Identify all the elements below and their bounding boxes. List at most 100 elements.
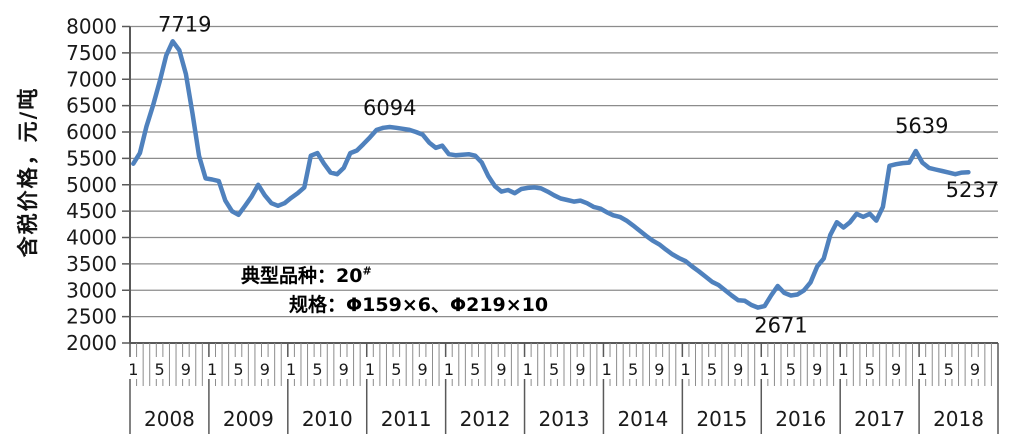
data-label-6094: 6094 xyxy=(363,96,416,120)
month-tick-label: 5 xyxy=(786,360,796,379)
note-specification: 规格：Φ159×6、Φ219×10 xyxy=(289,294,549,316)
month-tick-label: 9 xyxy=(891,360,901,379)
month-label-halo xyxy=(177,357,194,379)
y-tick-label: 7500 xyxy=(66,41,117,65)
year-label: 2012 xyxy=(460,407,511,431)
month-tick-label: 5 xyxy=(549,360,559,379)
month-label-halo xyxy=(546,357,563,379)
month-label-halo xyxy=(309,357,326,379)
y-tick-label: 3000 xyxy=(66,278,117,302)
year-label: 2009 xyxy=(223,407,274,431)
month-label-halo xyxy=(204,357,221,379)
month-tick-label: 1 xyxy=(602,360,612,379)
y-tick-label: 7000 xyxy=(66,67,117,91)
year-label: 2015 xyxy=(696,407,747,431)
month-tick-label: 5 xyxy=(233,360,243,379)
y-tick-label: 2500 xyxy=(66,305,117,329)
year-label: 2013 xyxy=(539,407,590,431)
year-label: 2008 xyxy=(144,407,195,431)
month-label-halo xyxy=(125,357,142,379)
month-label-halo xyxy=(572,357,589,379)
month-tick-label: 9 xyxy=(181,360,191,379)
data-label-5639: 5639 xyxy=(895,114,948,138)
month-label-halo xyxy=(493,357,510,379)
month-tick-label: 1 xyxy=(759,360,769,379)
month-label-halo xyxy=(151,357,168,379)
month-label-halo xyxy=(677,357,694,379)
month-tick-label: 1 xyxy=(365,360,375,379)
month-label-halo xyxy=(756,357,773,379)
year-label: 2016 xyxy=(775,407,826,431)
y-tick-label: 8000 xyxy=(66,15,117,39)
month-tick-label: 9 xyxy=(575,360,585,379)
month-label-halo xyxy=(414,357,431,379)
month-tick-label: 9 xyxy=(418,360,428,379)
month-label-halo xyxy=(256,357,273,379)
month-tick-label: 5 xyxy=(707,360,717,379)
year-label: 2011 xyxy=(381,407,432,431)
y-tick-label: 5000 xyxy=(66,173,117,197)
month-label-halo xyxy=(230,357,247,379)
month-tick-label: 5 xyxy=(312,360,322,379)
month-tick-label: 5 xyxy=(628,360,638,379)
month-label-halo xyxy=(809,357,826,379)
month-tick-label: 1 xyxy=(917,360,927,379)
month-tick-label: 5 xyxy=(865,360,875,379)
month-label-halo xyxy=(940,357,957,379)
note-typical-variety-text: 典型品种：20 xyxy=(241,265,363,287)
month-label-halo xyxy=(440,357,457,379)
month-tick-label: 9 xyxy=(812,360,822,379)
month-tick-label: 1 xyxy=(128,360,138,379)
month-label-halo xyxy=(703,357,720,379)
month-label-halo xyxy=(519,357,536,379)
month-label-halo xyxy=(888,357,905,379)
month-tick-label: 9 xyxy=(733,360,743,379)
data-label-5237: 5237 xyxy=(946,178,999,202)
month-tick-label: 5 xyxy=(944,360,954,379)
year-label: 2017 xyxy=(854,407,905,431)
month-label-halo xyxy=(362,357,379,379)
month-label-halo xyxy=(966,357,983,379)
month-tick-label: 9 xyxy=(496,360,506,379)
y-tick-label: 4500 xyxy=(66,199,117,223)
month-label-halo xyxy=(730,357,747,379)
price-line xyxy=(131,39,971,310)
month-label-halo xyxy=(835,357,852,379)
year-label: 2014 xyxy=(617,407,668,431)
month-label-halo xyxy=(651,357,668,379)
month-tick-label: 1 xyxy=(444,360,454,379)
month-tick-label: 5 xyxy=(391,360,401,379)
y-tick-label: 6500 xyxy=(66,94,117,118)
y-tick-label: 6000 xyxy=(66,120,117,144)
month-label-halo xyxy=(335,357,352,379)
month-tick-label: 5 xyxy=(154,360,164,379)
data-label-7719: 7719 xyxy=(158,12,211,36)
month-tick-label: 1 xyxy=(286,360,296,379)
year-label: 2010 xyxy=(302,407,353,431)
note-typical-variety: 典型品种：20# xyxy=(241,261,372,288)
month-label-halo xyxy=(625,357,642,379)
month-tick-label: 9 xyxy=(260,360,270,379)
y-tick-label: 3500 xyxy=(66,252,117,276)
month-tick-label: 9 xyxy=(654,360,664,379)
month-label-halo xyxy=(283,357,300,379)
year-label: 2018 xyxy=(933,407,984,431)
month-label-halo xyxy=(388,357,405,379)
note-typical-variety-sup: # xyxy=(362,264,372,278)
month-label-halo xyxy=(914,357,931,379)
month-tick-label: 1 xyxy=(207,360,217,379)
y-tick-label: 2000 xyxy=(66,331,117,355)
month-label-halo xyxy=(782,357,799,379)
month-label-halo xyxy=(598,357,615,379)
month-label-halo xyxy=(467,357,484,379)
data-label-2671: 2671 xyxy=(754,314,807,338)
month-label-halo xyxy=(861,357,878,379)
month-tick-label: 1 xyxy=(681,360,691,379)
month-tick-label: 1 xyxy=(523,360,533,379)
month-tick-label: 9 xyxy=(339,360,349,379)
month-tick-label: 5 xyxy=(470,360,480,379)
month-tick-label: 9 xyxy=(970,360,980,379)
y-axis-title: 含税价格，元/吨 xyxy=(16,86,40,258)
